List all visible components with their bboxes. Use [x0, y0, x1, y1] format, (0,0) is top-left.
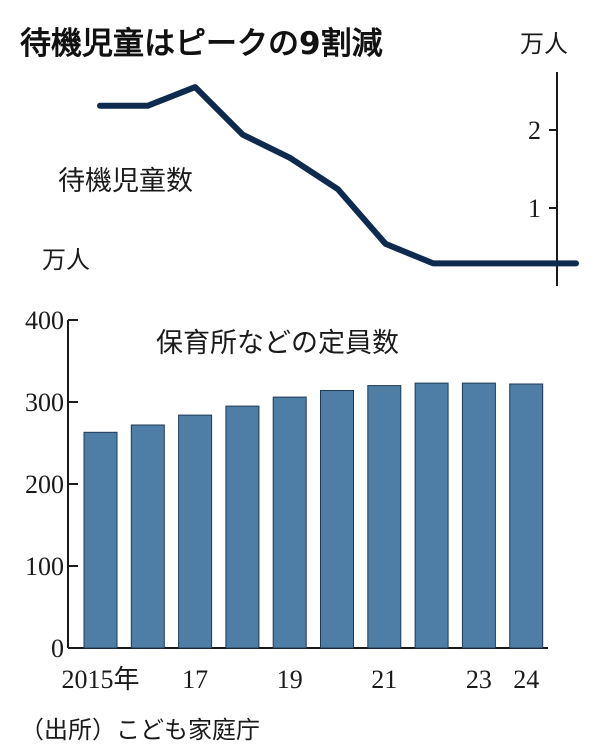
bar-x-axis: 2015年 17 19 21 23 24: [61, 665, 539, 694]
bar-2024: [509, 383, 544, 649]
chart-title: 待機児童はピークの9割減: [20, 26, 383, 62]
line-axis-unit: 万人: [520, 30, 568, 58]
line-tick-label: 2: [528, 116, 541, 145]
line-series-unit: 万人: [42, 246, 90, 274]
bar-2020: [320, 390, 354, 649]
bar-2022: [414, 382, 449, 649]
line-y-axis: 12: [528, 72, 558, 286]
line-series-path: [97, 84, 579, 267]
bar-2019: [272, 396, 307, 649]
bar-x-tick-label: 21: [371, 665, 397, 694]
line-tick-label: 1: [528, 194, 541, 223]
bar-2017: [178, 414, 213, 649]
bar-tick-label: 200: [25, 470, 64, 499]
bar-2023: [461, 382, 496, 649]
bar-2021: [367, 385, 402, 649]
bar-2018: [225, 405, 260, 649]
bar-tick-label: 0: [51, 634, 64, 663]
source-note: （出所）こども家庭庁: [20, 716, 260, 744]
bar-series: [83, 382, 544, 649]
bar-x-tick-label: 19: [277, 665, 303, 694]
bar-tick-label: 400: [25, 306, 64, 335]
bar-2015: [83, 431, 118, 649]
bar-2016: [130, 424, 165, 649]
bar-series-label: 保育所などの定員数: [156, 328, 399, 359]
bar-tick-label: 100: [25, 552, 64, 581]
bar-tick-label: 300: [25, 388, 64, 417]
bar-x-tick-label: 2015年: [61, 665, 139, 694]
line-series-label: 待機児童数: [58, 166, 193, 197]
bar-x-tick-label: 23: [466, 665, 492, 694]
bar-x-tick-label: 17: [182, 665, 208, 694]
bar-x-tick-label: 24: [513, 665, 539, 694]
